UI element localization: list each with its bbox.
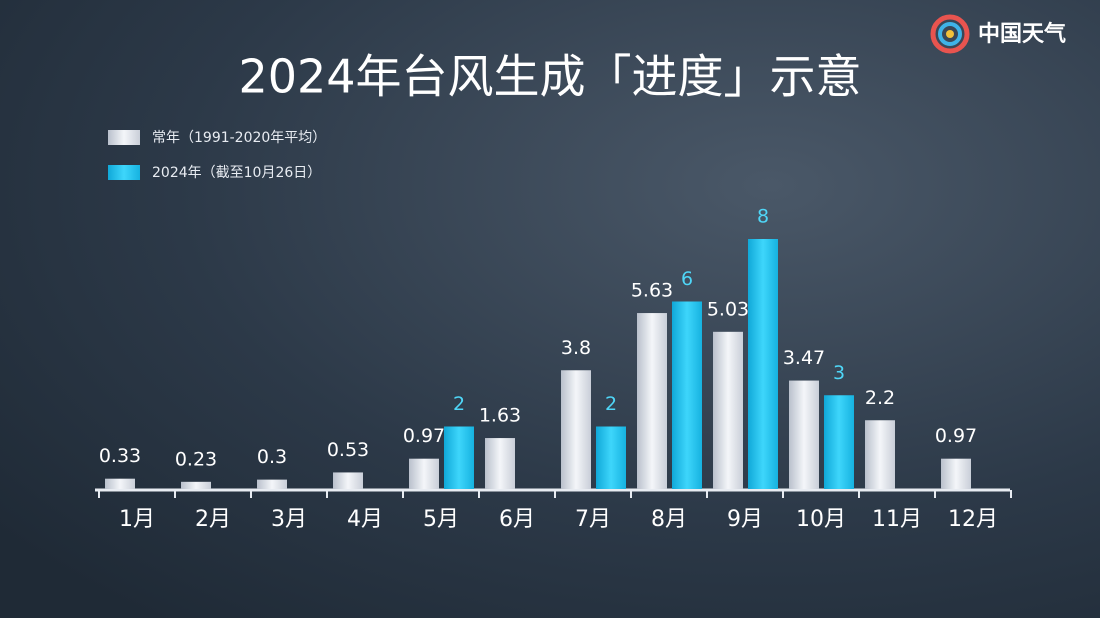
bar bbox=[865, 420, 895, 489]
value-label: 2.2 bbox=[865, 387, 895, 409]
x-tick-label: 11月 bbox=[872, 507, 922, 532]
bar bbox=[713, 331, 743, 489]
bar bbox=[333, 472, 363, 489]
x-tick-label: 5月 bbox=[423, 507, 459, 532]
x-tick-label: 12月 bbox=[948, 507, 998, 532]
legend-swatch bbox=[108, 165, 140, 180]
value-label: 3.8 bbox=[561, 337, 591, 359]
bar bbox=[789, 380, 819, 489]
bar bbox=[257, 479, 287, 489]
legend-label: 常年（1991-2020年平均） bbox=[152, 130, 326, 146]
legend-label: 2024年（截至10月26日） bbox=[152, 165, 321, 181]
bar bbox=[824, 395, 854, 489]
value-label: 8 bbox=[757, 206, 769, 228]
value-label: 0.23 bbox=[175, 448, 217, 470]
value-label: 3 bbox=[833, 362, 845, 384]
x-tick-label: 2月 bbox=[195, 507, 231, 532]
bar bbox=[561, 370, 591, 489]
bar bbox=[941, 458, 971, 489]
value-label: 0.3 bbox=[257, 446, 287, 468]
value-label: 5.63 bbox=[631, 280, 673, 302]
x-tick-label: 4月 bbox=[347, 507, 383, 532]
logo-text: 中国天气 bbox=[978, 21, 1066, 47]
value-label: 2 bbox=[453, 393, 465, 415]
x-tick-label: 7月 bbox=[575, 507, 611, 532]
x-tick-label: 10月 bbox=[796, 507, 846, 532]
x-tick-label: 8月 bbox=[651, 507, 687, 532]
value-label: 5.03 bbox=[707, 298, 749, 320]
bar bbox=[409, 458, 439, 489]
x-tick-label: 6月 bbox=[499, 507, 535, 532]
value-label: 0.97 bbox=[403, 425, 445, 447]
value-label: 2 bbox=[605, 393, 617, 415]
legend-swatch bbox=[108, 130, 140, 145]
bar bbox=[672, 301, 702, 489]
x-tick-label: 3月 bbox=[271, 507, 307, 532]
bar bbox=[637, 313, 667, 489]
chart-title: 2024年台风生成「进度」示意 bbox=[238, 50, 861, 104]
value-label: 1.63 bbox=[479, 405, 521, 427]
value-label: 6 bbox=[681, 268, 693, 290]
value-label: 0.53 bbox=[327, 439, 369, 461]
value-label: 0.33 bbox=[99, 445, 141, 467]
bar bbox=[181, 481, 211, 489]
bar bbox=[485, 438, 515, 489]
bar bbox=[444, 426, 474, 489]
bar bbox=[596, 426, 626, 489]
logo-icon bbox=[930, 14, 970, 54]
x-tick-label: 1月 bbox=[119, 507, 155, 532]
value-label: 3.47 bbox=[783, 347, 825, 369]
x-tick-label: 9月 bbox=[727, 507, 763, 532]
bar bbox=[105, 478, 135, 489]
value-label: 0.97 bbox=[935, 425, 977, 447]
bar bbox=[748, 239, 778, 489]
